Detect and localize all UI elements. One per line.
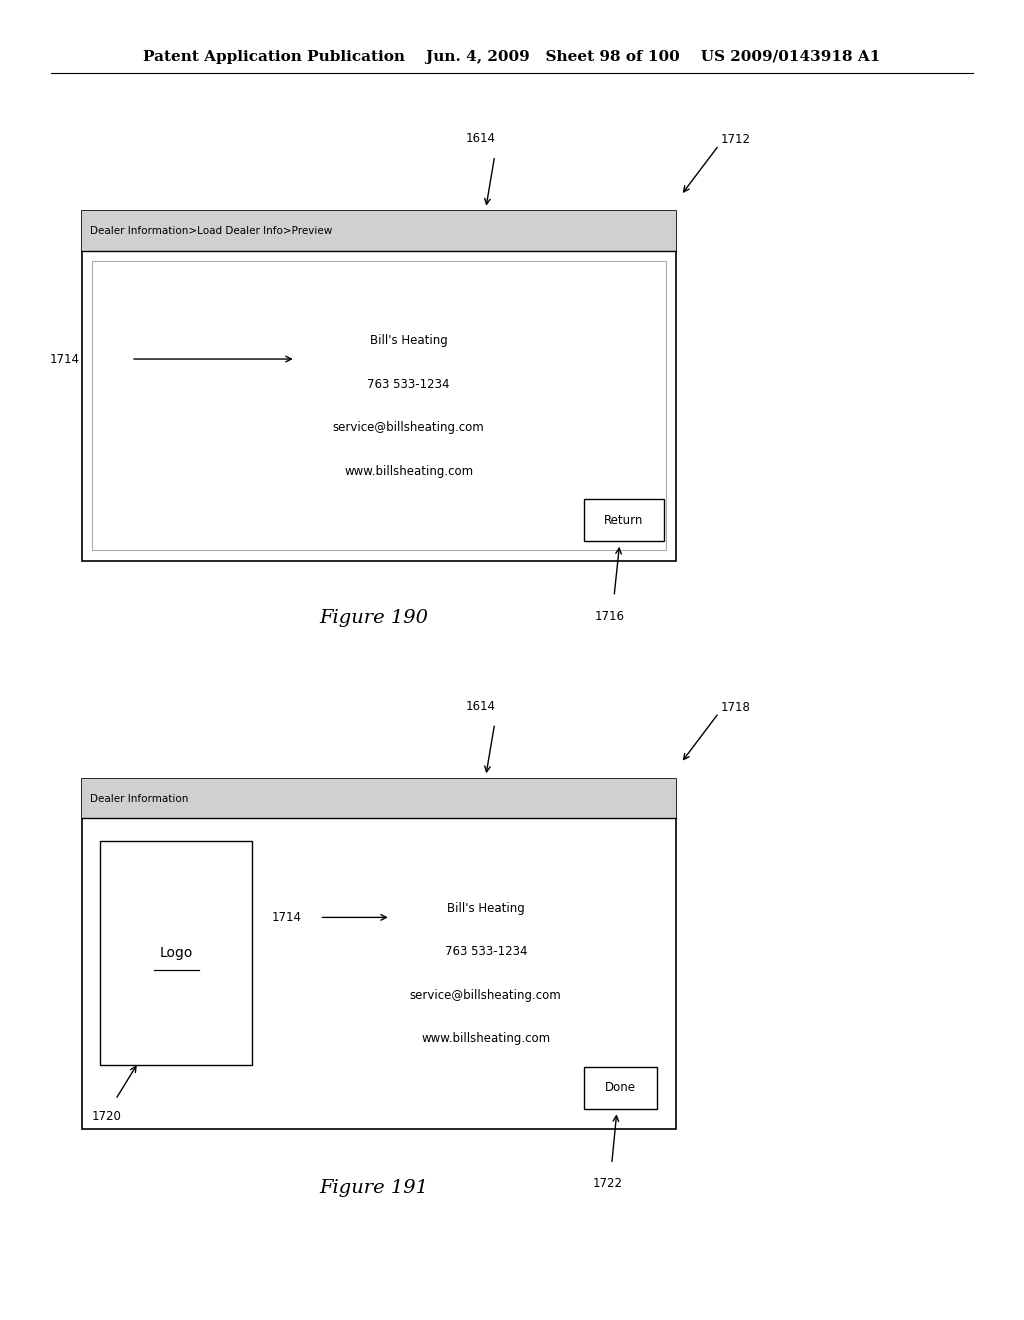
Bar <box>82 211 676 251</box>
Text: Logo: Logo <box>160 946 193 960</box>
Text: service@billsheating.com: service@billsheating.com <box>333 421 484 434</box>
Text: Return: Return <box>604 513 643 527</box>
Text: Done: Done <box>605 1081 636 1094</box>
Text: Dealer Information: Dealer Information <box>90 793 188 804</box>
Text: 1614: 1614 <box>466 132 496 145</box>
Text: Figure 190: Figure 190 <box>319 609 428 627</box>
Text: 763 533-1234: 763 533-1234 <box>444 945 527 958</box>
Text: www.billsheating.com: www.billsheating.com <box>344 465 473 478</box>
Text: 1712: 1712 <box>721 133 751 147</box>
Bar <box>584 1067 657 1109</box>
Text: 1718: 1718 <box>721 701 751 714</box>
Bar <box>584 499 664 541</box>
Text: 1614: 1614 <box>466 700 496 713</box>
Text: Patent Application Publication    Jun. 4, 2009   Sheet 98 of 100    US 2009/0143: Patent Application Publication Jun. 4, 2… <box>143 50 881 63</box>
Text: 1714: 1714 <box>271 911 302 924</box>
Text: Bill's Heating: Bill's Heating <box>370 334 447 347</box>
Text: 1716: 1716 <box>595 610 625 623</box>
Bar <box>82 779 676 818</box>
Text: 1720: 1720 <box>91 1110 122 1123</box>
Text: 1722: 1722 <box>593 1177 623 1191</box>
Text: Figure 191: Figure 191 <box>319 1179 428 1197</box>
Bar <box>82 211 676 561</box>
Bar <box>100 841 252 1065</box>
Text: service@billsheating.com: service@billsheating.com <box>410 989 561 1002</box>
Text: Bill's Heating: Bill's Heating <box>446 902 524 915</box>
Text: 1714: 1714 <box>50 352 80 366</box>
Bar <box>92 261 666 550</box>
Text: 763 533-1234: 763 533-1234 <box>368 378 450 391</box>
Text: www.billsheating.com: www.billsheating.com <box>421 1032 550 1045</box>
Bar <box>82 779 676 1129</box>
Text: Dealer Information>Load Dealer Info>Preview: Dealer Information>Load Dealer Info>Prev… <box>90 226 333 236</box>
